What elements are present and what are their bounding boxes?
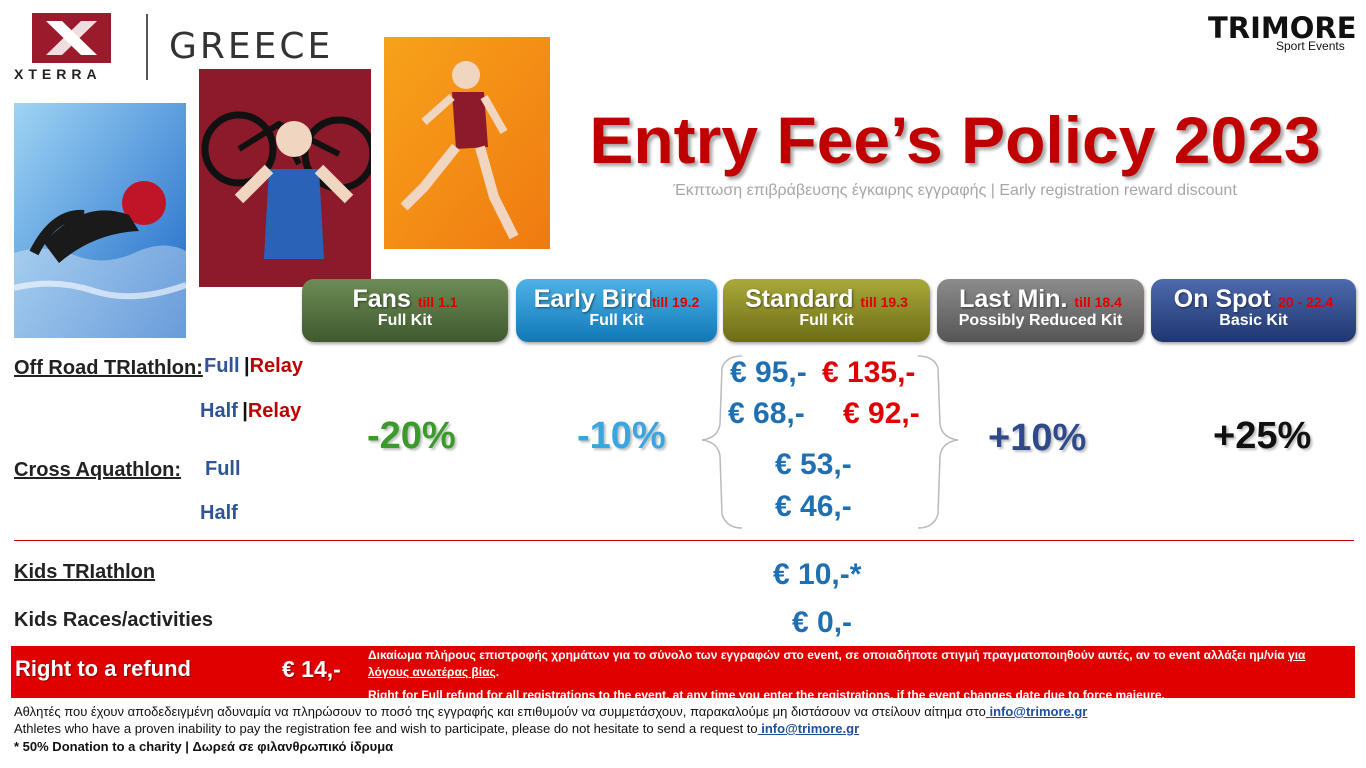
tier-date: 20 - 22.4: [1277, 294, 1334, 310]
offroad-half-row: Half |Relay: [200, 400, 301, 423]
swim-illustration: [13, 103, 188, 338]
tier-date: till 19.3: [860, 294, 908, 310]
price-aqua-half: € 46,-: [775, 490, 852, 523]
brace-decoration: [701, 355, 959, 529]
tier-on-spot: On Spot 20 - 22.4 Basic Kit: [1151, 279, 1356, 342]
tier-name: Fans: [352, 285, 411, 313]
price-offroad-full-relay: € 135,-: [822, 356, 916, 389]
bike-illustration: [199, 69, 377, 287]
refund-band: [11, 646, 1355, 698]
separator: |: [242, 400, 248, 422]
price-aqua-full: € 53,-: [775, 448, 852, 481]
refund-greek-2: για λόγους ανωτέρας βίας: [368, 648, 1306, 679]
refund-english-1: Right for Full refund for all registrati…: [368, 688, 1013, 702]
discount-spot: +25%: [1213, 415, 1312, 457]
footer-greek: Αθλητές που έχουν αποδεδειγμένη αδυναμία…: [14, 704, 1087, 719]
footer-greek-text: Αθλητές που έχουν αποδεδειγμένη αδυναμία…: [14, 704, 986, 719]
refund-greek-3: .: [495, 665, 500, 679]
price-kids-races: € 0,-: [792, 606, 853, 639]
trimore-logo: TRIMORE: [1208, 11, 1357, 45]
refund-price: € 14,-: [282, 656, 341, 682]
section-divider: [14, 540, 1354, 541]
separator: |: [244, 355, 250, 377]
tier-fans: Fans till 1.1 Full Kit: [302, 279, 508, 342]
tier-name: Last Min.: [959, 285, 1068, 313]
offroad-full-label: Full: [204, 355, 240, 377]
price-offroad-half-relay: € 92,-: [843, 397, 920, 430]
tier-last-min: Last Min. till 18.4 Possibly Reduced Kit: [937, 279, 1144, 342]
footer-english-text: Athletes who have a proven inability to …: [14, 721, 758, 736]
refund-label: Right to a refund: [15, 656, 191, 681]
tier-date: till 18.4: [1074, 294, 1122, 310]
tier-kit: Full Kit: [377, 312, 433, 329]
refund-english-3: .: [1161, 688, 1165, 702]
email-link-gr[interactable]: info@trimore.gr: [985, 704, 1088, 719]
logo-divider: [146, 14, 148, 80]
run-illustration: [384, 37, 550, 249]
xterra-x-icon: [46, 21, 97, 55]
price-offroad-half: € 68,-: [728, 397, 805, 430]
footer-english: Athletes who have a proven inability to …: [14, 721, 859, 736]
greece-label: GREECE: [169, 26, 334, 67]
tier-kit: Possibly Reduced Kit: [958, 312, 1123, 329]
xterra-logo: [32, 13, 111, 63]
offroad-relay-label: Relay: [249, 355, 303, 377]
tier-kit: Full Kit: [799, 312, 854, 329]
refund-english: Right for Full refund for all registrati…: [368, 687, 1348, 704]
offroad-half-label: Half: [200, 400, 238, 422]
tier-kit: Full Kit: [589, 312, 644, 329]
tier-name: Early Bird: [533, 285, 652, 313]
email-link-en[interactable]: info@trimore.gr: [757, 721, 860, 736]
tier-name: On Spot: [1173, 285, 1271, 313]
tier-kit: Basic Kit: [1219, 312, 1288, 329]
tier-date: till 19.2: [651, 294, 700, 310]
category-kids-races: Kids Races/activities: [14, 609, 213, 631]
tier-date: till 1.1: [417, 294, 458, 310]
discount-fans: -20%: [367, 415, 456, 457]
tier-name: Standard: [745, 285, 854, 313]
xterra-wordmark: XTERRA: [14, 66, 102, 82]
aquathlon-half-label: Half: [200, 502, 238, 524]
tier-standard: Standard till 19.3 Full Kit: [723, 279, 930, 342]
footer-note: * 50% Donation to a charity | Δωρεά σε φ…: [14, 739, 394, 754]
price-offroad-full: € 95,-: [730, 356, 807, 389]
category-kids-tri: Kids TRIathlon: [14, 561, 156, 583]
page-subtitle: Έκπτωση επιβράβευσης έγκαιρης εγγραφής |…: [673, 182, 1237, 199]
discount-last: +10%: [988, 417, 1087, 459]
offroad-full-row: Full |Relay: [204, 355, 303, 378]
discount-early: -10%: [577, 415, 666, 457]
price-kids-tri: € 10,-*: [773, 558, 862, 591]
category-aquathlon: Cross Aquathlon:: [14, 459, 182, 481]
page-title: Entry Fee’s Policy 2023: [589, 103, 1321, 177]
aquathlon-full-label: Full: [205, 458, 241, 480]
category-offroad: Off Road TRIathlon:: [14, 357, 203, 379]
refund-text: Δικαίωμα πλήρους επιστροφής χρημάτων για…: [368, 647, 1348, 704]
refund-greek: Δικαίωμα πλήρους επιστροφής χρημάτων για…: [368, 647, 1348, 681]
trimore-sub: Sport Events: [1276, 39, 1345, 53]
refund-english-2: date due to force majeure: [1015, 688, 1162, 702]
offroad-half-relay-label: Relay: [247, 400, 302, 422]
tier-early-bird: Early Birdtill 19.2 Full Kit: [516, 279, 717, 342]
refund-greek-1: Δικαίωμα πλήρους επιστροφής χρημάτων για…: [368, 648, 1285, 662]
